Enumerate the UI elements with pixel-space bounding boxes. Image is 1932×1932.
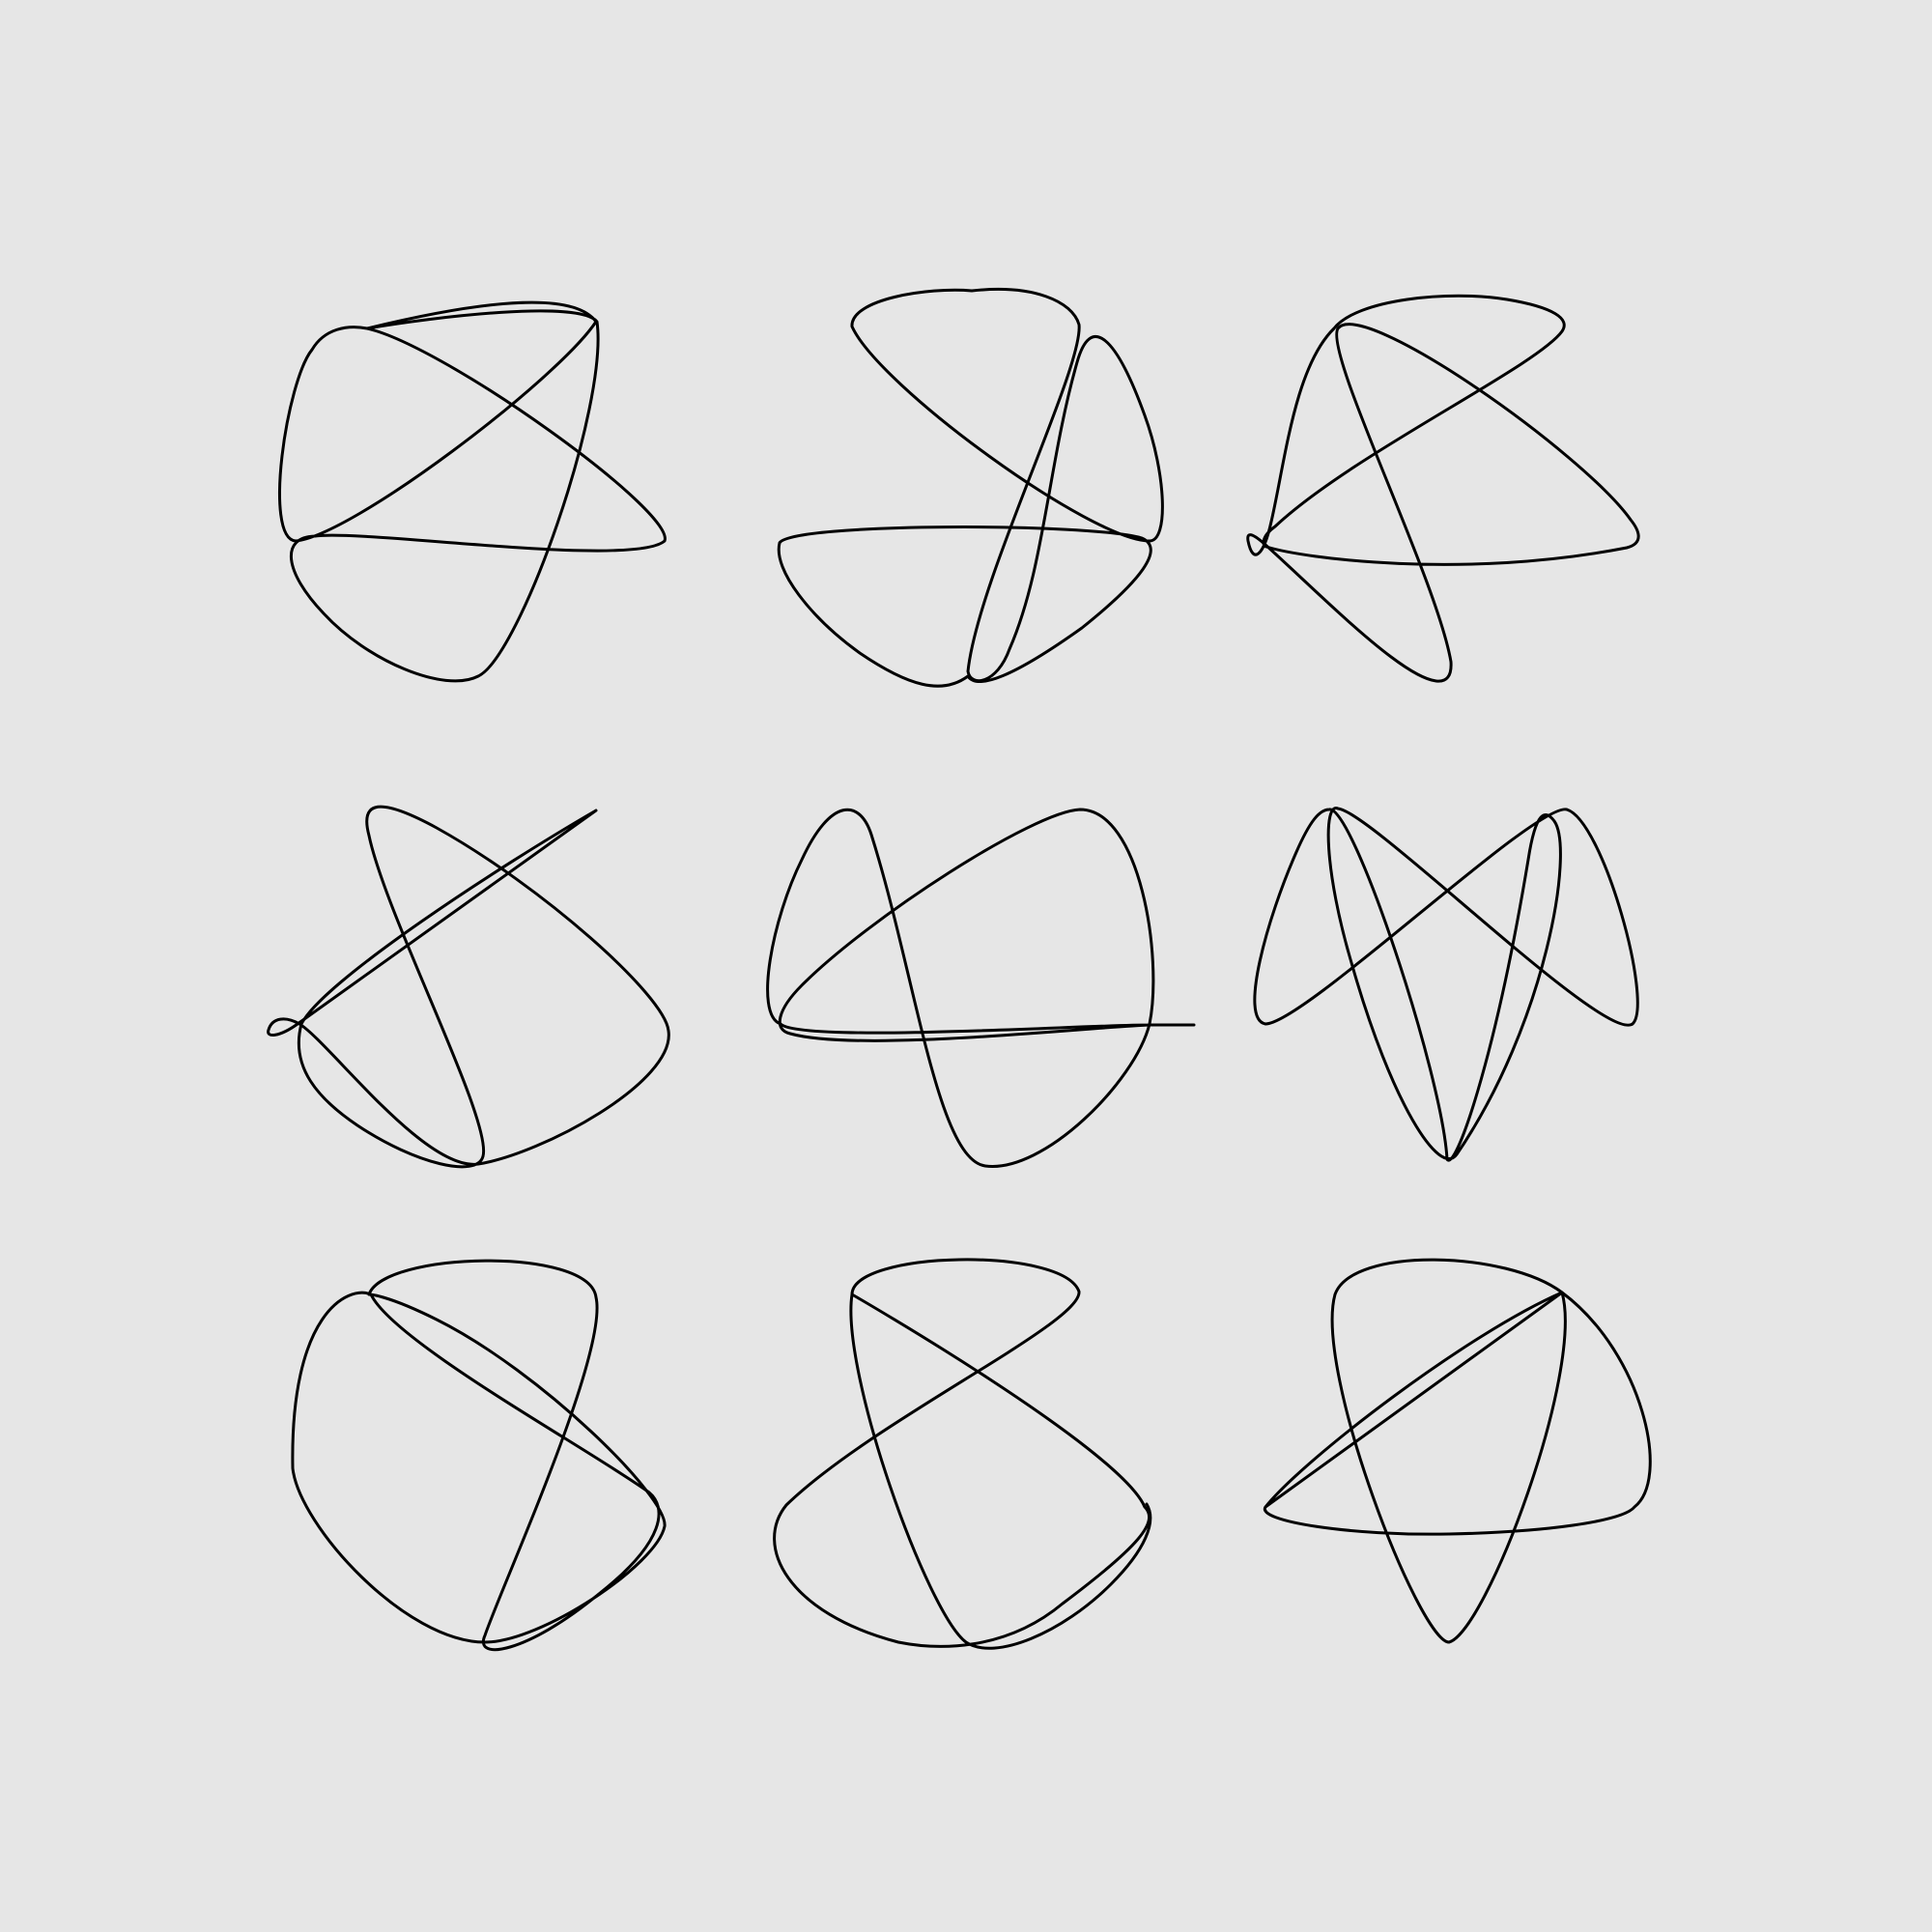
- knot-figure-5: [766, 808, 1196, 1168]
- knot-figure-4: [267, 805, 670, 1169]
- knot-figure-7: [291, 1259, 667, 1652]
- knot-figure-6: [1253, 807, 1639, 1162]
- knot-figure-2: [777, 287, 1164, 688]
- knot-figure-3: [1246, 294, 1640, 683]
- knot-figure-8: [773, 1258, 1152, 1650]
- knot-figure-9: [1263, 1258, 1652, 1644]
- knot-figure-1: [278, 300, 667, 683]
